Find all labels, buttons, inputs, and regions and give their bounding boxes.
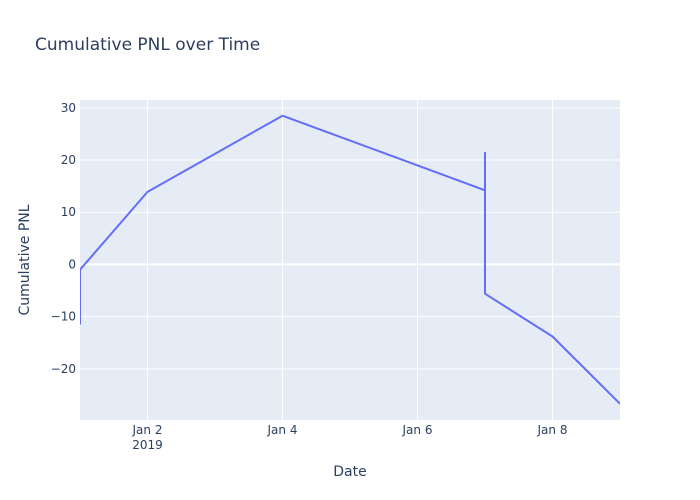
y-axis: 30 20 10 0 −10 −20 xyxy=(51,101,76,376)
x-axis-title: Date xyxy=(333,464,366,480)
grid xyxy=(80,100,620,420)
y-tick-label: 10 xyxy=(61,205,76,219)
x-tick-label: Jan 6 xyxy=(402,423,433,437)
x-tick-label: Jan 8 xyxy=(537,423,568,437)
x-tick-label: Jan 4 xyxy=(267,423,298,437)
y-tick-label: −10 xyxy=(51,310,76,324)
y-tick-label: 30 xyxy=(61,101,76,115)
series-lines xyxy=(80,114,620,405)
y-tick-label: 20 xyxy=(61,153,76,167)
y-tick-label: 0 xyxy=(68,257,76,271)
plot-area xyxy=(80,100,620,420)
y-tick-label: −20 xyxy=(51,362,76,376)
x-tick-sublabel: 2019 xyxy=(132,438,163,452)
series-line xyxy=(80,114,620,405)
x-tick-label: Jan 2 xyxy=(132,423,163,437)
chart-title: Cumulative PNL over Time xyxy=(35,35,260,55)
y-axis-title: Cumulative PNL xyxy=(17,204,33,315)
